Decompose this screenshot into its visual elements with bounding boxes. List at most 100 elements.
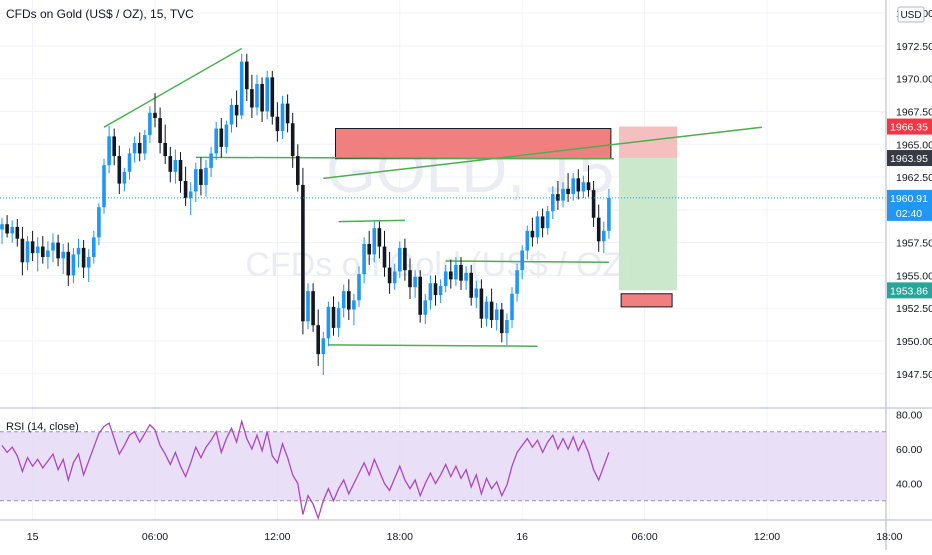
rsi-axis-label: 40.00 xyxy=(896,478,922,490)
candle-body xyxy=(586,182,591,191)
candle-body xyxy=(510,293,514,320)
price-axis-label: 1955.00 xyxy=(896,270,932,282)
candle-body xyxy=(607,198,611,231)
rsi-axis-label: 60.00 xyxy=(896,444,922,456)
candle-body xyxy=(280,103,285,132)
time-axis-label: 18:00 xyxy=(387,531,413,543)
candle-body xyxy=(591,190,596,218)
rsi-line xyxy=(1,418,610,521)
candle-body xyxy=(403,247,407,271)
candle-body xyxy=(46,250,50,258)
candle-body xyxy=(61,251,65,259)
price-badge-label: 1960.91 xyxy=(890,193,928,205)
candle-body xyxy=(76,247,81,255)
candle-body xyxy=(372,228,377,255)
price-axis-label: 1965.00 xyxy=(896,139,932,151)
candle-body xyxy=(341,291,346,309)
candle-body xyxy=(515,270,519,294)
candle-body xyxy=(15,226,20,239)
candle-body xyxy=(525,230,530,251)
watermark-description: CFDs on Gold (US$ / OZ) xyxy=(245,246,634,284)
candle-body xyxy=(500,309,504,334)
candle-body xyxy=(571,178,575,195)
candle-body xyxy=(209,153,213,168)
rsi-band xyxy=(0,431,886,501)
candle-body xyxy=(311,291,315,326)
candle-body xyxy=(489,301,494,320)
rsi-indicator-label[interactable]: RSI (14, close) xyxy=(6,421,79,433)
candle-body xyxy=(25,241,30,263)
candle-body xyxy=(0,224,4,230)
candle-body xyxy=(505,320,509,334)
price-axis-label: 1957.50 xyxy=(896,238,932,250)
supply-zone-box xyxy=(620,293,673,308)
candle-body xyxy=(102,165,106,208)
candle-body xyxy=(168,156,173,172)
time-axis-label: 16 xyxy=(516,531,528,543)
candle-body xyxy=(214,128,218,154)
candle-body xyxy=(449,271,453,280)
candle-body xyxy=(290,123,295,157)
price-badge-label: 1953.86 xyxy=(890,285,928,297)
candle-body xyxy=(428,283,433,301)
candle-body xyxy=(112,136,116,157)
price-badge xyxy=(887,150,932,167)
candle-body xyxy=(561,188,565,201)
trendline xyxy=(445,260,609,264)
candle-body xyxy=(188,191,193,199)
price-badge xyxy=(887,282,932,299)
candle-body xyxy=(5,224,9,234)
candle-body xyxy=(494,309,499,320)
candle-body xyxy=(255,83,259,108)
candle-body xyxy=(20,238,25,263)
trendline xyxy=(338,219,405,223)
candle-body xyxy=(413,276,417,288)
candle-body xyxy=(260,83,264,112)
candle-body xyxy=(296,156,300,185)
candle-body xyxy=(392,271,397,284)
time-axis-label: 12:00 xyxy=(754,531,780,543)
candle-body xyxy=(122,171,127,184)
candle-body xyxy=(596,217,601,242)
trendline xyxy=(195,156,615,160)
candle-body xyxy=(234,104,239,116)
candle-body xyxy=(250,89,254,108)
candle-body xyxy=(479,288,484,319)
candle-body xyxy=(219,128,224,147)
price-badge xyxy=(887,118,932,135)
candle-body xyxy=(229,104,234,125)
candle-body xyxy=(306,291,310,322)
time-axis-label: 06:00 xyxy=(142,531,168,543)
candle-body xyxy=(158,118,162,143)
price-badge xyxy=(887,189,932,206)
candle-body xyxy=(143,135,147,154)
price-axis-label: 1952.50 xyxy=(896,303,932,315)
price-axis-label: 1962.50 xyxy=(896,172,932,184)
candle-body xyxy=(173,160,178,172)
trendline xyxy=(103,47,243,128)
candle-body xyxy=(86,257,91,268)
currency-label: USD xyxy=(900,10,921,21)
candle-body xyxy=(265,77,269,112)
chart-title: CFDs on Gold (US$ / OZ), 15, TVC xyxy=(6,7,194,21)
candle-body xyxy=(459,264,463,281)
candle-body xyxy=(10,226,14,234)
candle-body xyxy=(433,283,438,296)
candle-body xyxy=(520,250,524,271)
candle-body xyxy=(41,246,45,258)
candle-body xyxy=(551,194,555,212)
candle-body xyxy=(51,242,55,251)
candle-body xyxy=(224,124,229,147)
trendline xyxy=(323,126,762,180)
price-badge xyxy=(887,204,932,221)
candle-body xyxy=(316,325,320,355)
candle-body xyxy=(30,241,35,254)
candle-body xyxy=(484,301,489,319)
candle-body xyxy=(418,276,422,315)
candle-body xyxy=(153,112,157,119)
candle-body xyxy=(245,61,249,90)
candle-body xyxy=(194,169,198,192)
candle-body xyxy=(408,270,412,288)
